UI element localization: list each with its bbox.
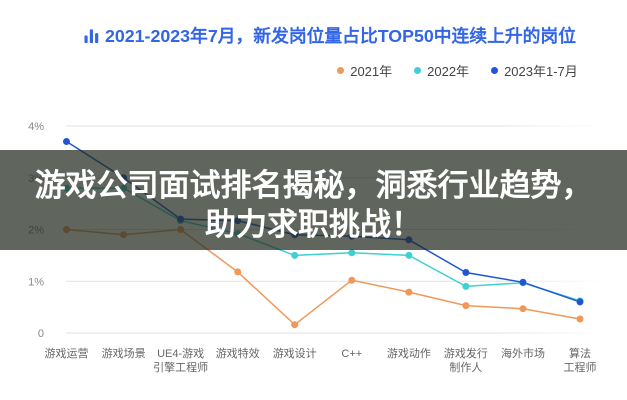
svg-text:制作人: 制作人	[449, 361, 482, 374]
svg-text:1%: 1%	[28, 276, 44, 288]
svg-text:UE4-游戏: UE4-游戏	[157, 347, 204, 360]
svg-text:C++: C++	[341, 348, 362, 360]
svg-text:游戏发行: 游戏发行	[444, 346, 488, 360]
svg-text:引擎工程师: 引擎工程师	[153, 360, 208, 374]
svg-text:0: 0	[38, 328, 44, 340]
svg-text:游戏设计: 游戏设计	[273, 347, 317, 360]
svg-text:游戏场景: 游戏场景	[102, 346, 146, 360]
svg-text:工程师: 工程师	[564, 361, 597, 374]
svg-text:海外市场: 海外市场	[501, 346, 545, 360]
svg-text:4%: 4%	[28, 121, 44, 133]
svg-text:算法: 算法	[569, 346, 591, 360]
svg-text:游戏运营: 游戏运营	[45, 346, 89, 360]
svg-text:游戏特效: 游戏特效	[216, 346, 260, 360]
svg-text:游戏动作: 游戏动作	[387, 347, 431, 360]
